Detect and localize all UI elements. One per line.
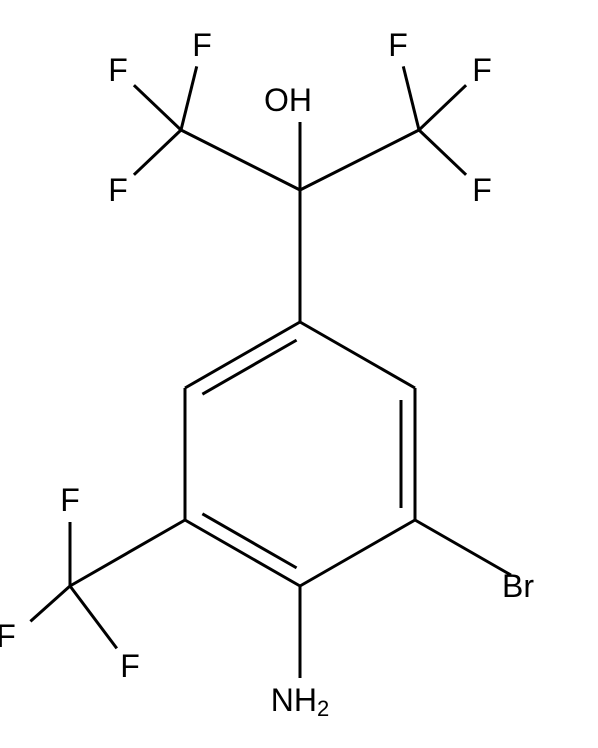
bond-line [403,66,419,130]
atom-label-FR3: F [472,172,492,208]
bond-line [419,85,466,130]
bond-line [300,130,419,190]
bond-line [419,130,466,175]
bond-line [415,520,511,575]
atom-label-FR1: F [388,27,408,63]
bond-line [300,322,415,388]
atom-label-FR2: F [472,52,492,88]
bond-line [181,66,197,130]
atom-label-N_NH2: NH2 [271,682,329,721]
bond-line [202,340,296,394]
atom-label-FL3: F [108,172,128,208]
bond-line [70,520,185,586]
atom-label-FL1: F [192,27,212,63]
bond-line [134,130,181,175]
bond-line [185,520,300,586]
bond-line [70,586,117,648]
atom-label-O_OH: OH [264,82,312,118]
bond-line [185,322,300,388]
atom-label-FL2: F [108,52,128,88]
atom-label-FB3: F [120,648,140,684]
atom-label-FB1: F [60,482,80,518]
bond-line [181,130,300,190]
atom-label-FB2: F [0,618,16,654]
bond-line [202,514,296,568]
bonds-layer [30,66,511,678]
molecule-diagram: OH F F F F F F NH2 Br F F F [0,0,598,748]
bond-line [30,586,70,621]
bond-line [134,85,181,130]
atom-label-Br: Br [502,568,534,604]
labels-layer: OH F F F F F F NH2 Br F F F [0,27,534,721]
bond-line [300,520,415,586]
